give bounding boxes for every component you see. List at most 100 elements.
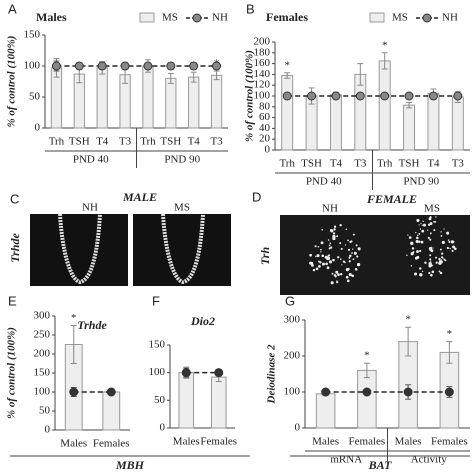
error-bar	[381, 52, 388, 70]
signal-dot	[418, 232, 421, 235]
x-tick-label: TSH	[69, 136, 90, 148]
x-tick-label: TSH	[399, 158, 420, 170]
x-tick-label: T4	[188, 136, 201, 148]
signal-dot	[421, 270, 424, 273]
signal-dot	[355, 244, 358, 247]
line-marker	[307, 91, 317, 101]
bar	[329, 94, 342, 151]
signal-dot	[428, 217, 432, 221]
signal-dot	[420, 222, 422, 225]
y-tick-label: 0	[35, 122, 41, 134]
signal-dot	[357, 247, 361, 251]
signal-dot	[442, 257, 444, 259]
y-tick-label: 300	[34, 310, 51, 322]
signal-dot	[428, 272, 431, 275]
signal-dot	[312, 268, 316, 272]
line-marker	[97, 61, 107, 71]
signal-dot	[435, 256, 438, 259]
signal-dot	[345, 275, 349, 279]
signal-dot	[333, 225, 337, 228]
signal-dot	[345, 228, 348, 231]
column-label: NH	[82, 202, 98, 214]
signal-dot	[328, 260, 333, 264]
signal-dot	[340, 258, 342, 260]
signal-dot	[420, 240, 424, 244]
signal-dot	[316, 254, 320, 258]
y-tick-label: 250	[34, 329, 51, 341]
y-tick-label: 200	[34, 348, 51, 360]
signal-dot	[449, 247, 451, 250]
signal-dot	[418, 224, 420, 226]
signal-dot	[444, 259, 446, 261]
signal-dot	[421, 224, 423, 226]
signal-dot	[417, 234, 419, 237]
x-tick-label: Males	[173, 436, 200, 448]
x-tick-label: T3	[119, 136, 132, 148]
signal-dot	[330, 229, 334, 233]
line-marker	[212, 61, 222, 71]
y-tick-label: 20	[259, 133, 271, 145]
signal-dot	[328, 244, 331, 247]
signal-dot	[350, 240, 353, 243]
signal-dot	[319, 261, 322, 264]
signal-dot	[309, 261, 313, 265]
panel-label: D	[252, 189, 261, 204]
signal-dot	[314, 245, 317, 248]
line-marker	[380, 91, 390, 101]
bar	[188, 76, 200, 129]
signal-dot	[320, 251, 322, 253]
significance-label: *	[447, 328, 453, 340]
line-marker	[355, 91, 365, 101]
signal-dot	[429, 258, 432, 261]
signal-dot	[433, 229, 436, 232]
signal-dot	[339, 242, 342, 245]
row-label: Trhde	[8, 233, 22, 263]
y-tick-label: 180	[254, 46, 271, 58]
x-tick-label: Trh	[49, 136, 65, 148]
signal-dot	[336, 281, 339, 284]
signal-dot	[414, 256, 418, 260]
line-marker	[444, 387, 454, 397]
legend-label: NH	[442, 12, 458, 24]
x-tick-label: T4	[427, 158, 440, 170]
signal-dot	[419, 228, 422, 230]
bar	[378, 60, 391, 151]
y-tick-label: 160	[254, 57, 271, 69]
signal-dot	[348, 256, 351, 259]
signal-dot	[435, 216, 437, 218]
x-tick-label: T3	[354, 158, 367, 170]
significance-label: *	[382, 39, 388, 51]
line-marker	[453, 91, 463, 101]
significance-label: *	[284, 59, 290, 71]
micrograph	[133, 214, 231, 286]
line-marker	[120, 61, 130, 71]
signal-dot	[429, 232, 432, 235]
bar	[403, 104, 416, 151]
group-label: Activity	[411, 454, 448, 466]
signal-dot	[347, 239, 349, 242]
chart-title: Males	[36, 10, 67, 24]
signal-dot	[439, 248, 442, 251]
signal-dot	[429, 260, 432, 262]
line-marker	[214, 368, 224, 378]
signal-dot	[333, 228, 336, 231]
signal-dot	[438, 262, 441, 265]
y-axis-label: % of control (100%)	[6, 36, 18, 128]
x-tick-label: T3	[210, 136, 223, 148]
image-title: MALE	[122, 190, 157, 204]
legend-label: MS	[392, 12, 408, 24]
panel-label: E	[8, 293, 17, 308]
line-marker	[403, 387, 413, 397]
signal-dot	[415, 239, 419, 243]
legend-swatch	[139, 12, 155, 23]
signal-dot	[317, 245, 320, 248]
chart-title: Females	[266, 10, 308, 24]
y-tick-label: 200	[284, 350, 301, 362]
signal-dot	[354, 252, 357, 255]
error-bar	[213, 70, 220, 81]
signal-dot	[431, 270, 435, 274]
signal-dot	[419, 249, 422, 253]
signal-dot	[410, 265, 413, 267]
y-tick-label: 140	[254, 68, 271, 80]
legend-label: NH	[212, 12, 228, 24]
